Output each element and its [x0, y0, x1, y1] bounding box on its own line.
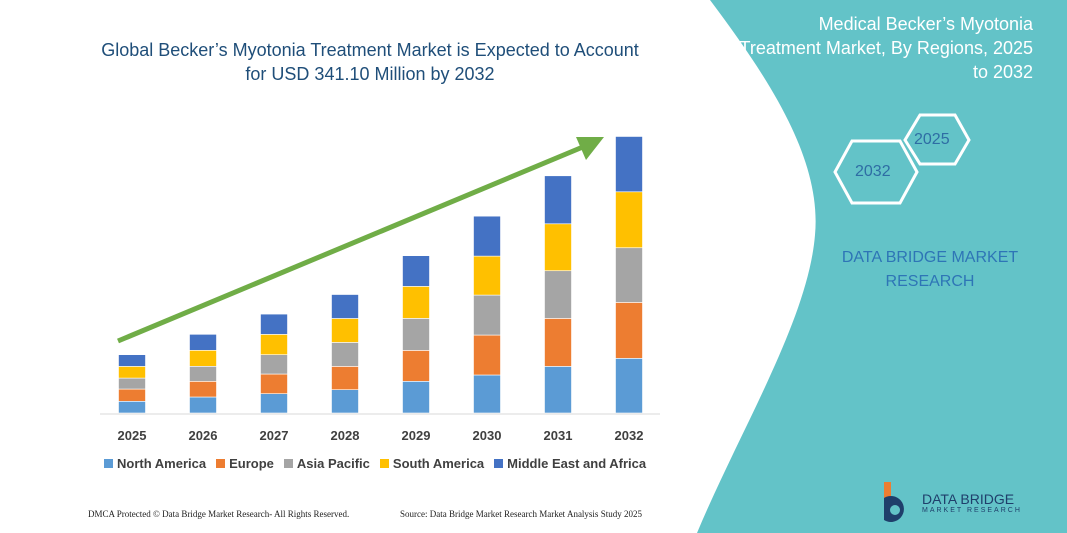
bar-segment-2025-3 [118, 366, 146, 379]
bar-segment-2032-2 [615, 247, 643, 303]
bar-segment-2029-2 [402, 318, 430, 351]
hex-label-2032: 2032 [855, 163, 891, 180]
hexagon-2032 [833, 139, 919, 205]
trend-arrow [117, 141, 591, 344]
bar-segment-2031-1 [544, 318, 572, 367]
legend-item: North America [104, 456, 206, 471]
bar-segment-2031-0 [544, 366, 572, 414]
logo: DATA BRIDGE MARKET RESEARCH [876, 480, 1022, 524]
logo-icon [884, 482, 904, 522]
bar-segment-2032-0 [615, 358, 643, 414]
bar-segment-2030-1 [473, 334, 501, 376]
bar-segment-2026-0 [189, 396, 217, 414]
brand-text: DATA BRIDGE MARKET RESEARCH [841, 249, 1019, 290]
bar-segment-2028-2 [331, 342, 359, 367]
bar-segment-2029-3 [402, 286, 430, 319]
bar-segment-2028-0 [331, 389, 359, 414]
bar-segment-2025-4 [118, 354, 146, 367]
bar-segment-2032-3 [615, 191, 643, 249]
bar-segment-2029-4 [402, 255, 430, 287]
bar-segment-2026-3 [189, 350, 217, 367]
bar-segment-2030-3 [473, 255, 501, 296]
x-tick-label: 2029 [402, 428, 431, 443]
bar-segment-2027-0 [260, 393, 288, 414]
hex-label-2025: 2025 [914, 131, 950, 148]
bar-segment-2025-1 [118, 388, 146, 402]
bar-segment-2030-4 [473, 215, 501, 257]
legend-item: South America [379, 456, 484, 471]
bar-segment-2029-1 [402, 350, 430, 382]
bar-segment-2025-0 [118, 401, 146, 414]
bar-segment-2032-1 [615, 302, 643, 359]
bar-segment-2026-2 [189, 366, 217, 382]
legend-item: Middle East and Africa [494, 456, 646, 471]
legend-item: Europe [216, 456, 274, 471]
x-tick-label: 2028 [331, 428, 360, 443]
trend-arrow-head [576, 137, 604, 160]
teal-panel [697, 0, 1067, 533]
bar-segment-2026-1 [189, 381, 217, 398]
bar-segment-2028-3 [331, 318, 359, 343]
bar-segment-2032-4 [615, 136, 643, 193]
bar-segment-2030-0 [473, 374, 501, 414]
footer-source: Source: Data Bridge Market Research Mark… [400, 509, 642, 519]
legend: North America Europe Asia Pacific South … [104, 456, 646, 471]
footer-copyright: DMCA Protected © Data Bridge Market Rese… [88, 509, 350, 519]
bar-segment-2029-0 [402, 381, 430, 414]
bar-segment-2027-3 [260, 334, 288, 355]
bar-segment-2027-4 [260, 313, 288, 335]
bar-segment-2027-2 [260, 354, 288, 375]
bar-segment-2027-1 [260, 373, 288, 394]
bar-segment-2031-4 [544, 175, 572, 225]
x-tick-label: 2027 [260, 428, 289, 443]
bar-segment-2031-3 [544, 223, 572, 272]
legend-item: Asia Pacific [283, 456, 370, 471]
bar-segment-2028-4 [331, 294, 359, 319]
bar-segment-2031-2 [544, 270, 572, 319]
panel-title: Medical Becker’s Myotonia Treatment Mark… [739, 14, 1033, 82]
x-tick-label: 2031 [544, 428, 573, 443]
x-tick-label: 2030 [473, 428, 502, 443]
x-tick-label: 2032 [615, 428, 644, 443]
x-tick-label: 2026 [189, 428, 218, 443]
x-tick-label: 2025 [118, 428, 147, 443]
bar-segment-2026-4 [189, 334, 217, 351]
bar-segment-2030-2 [473, 294, 501, 336]
chart-title: Global Becker’s Myotonia Treatment Marke… [101, 40, 639, 84]
hexagon-2025 [903, 113, 971, 166]
bar-segment-2028-1 [331, 366, 359, 390]
bar-segment-2025-2 [118, 377, 146, 390]
